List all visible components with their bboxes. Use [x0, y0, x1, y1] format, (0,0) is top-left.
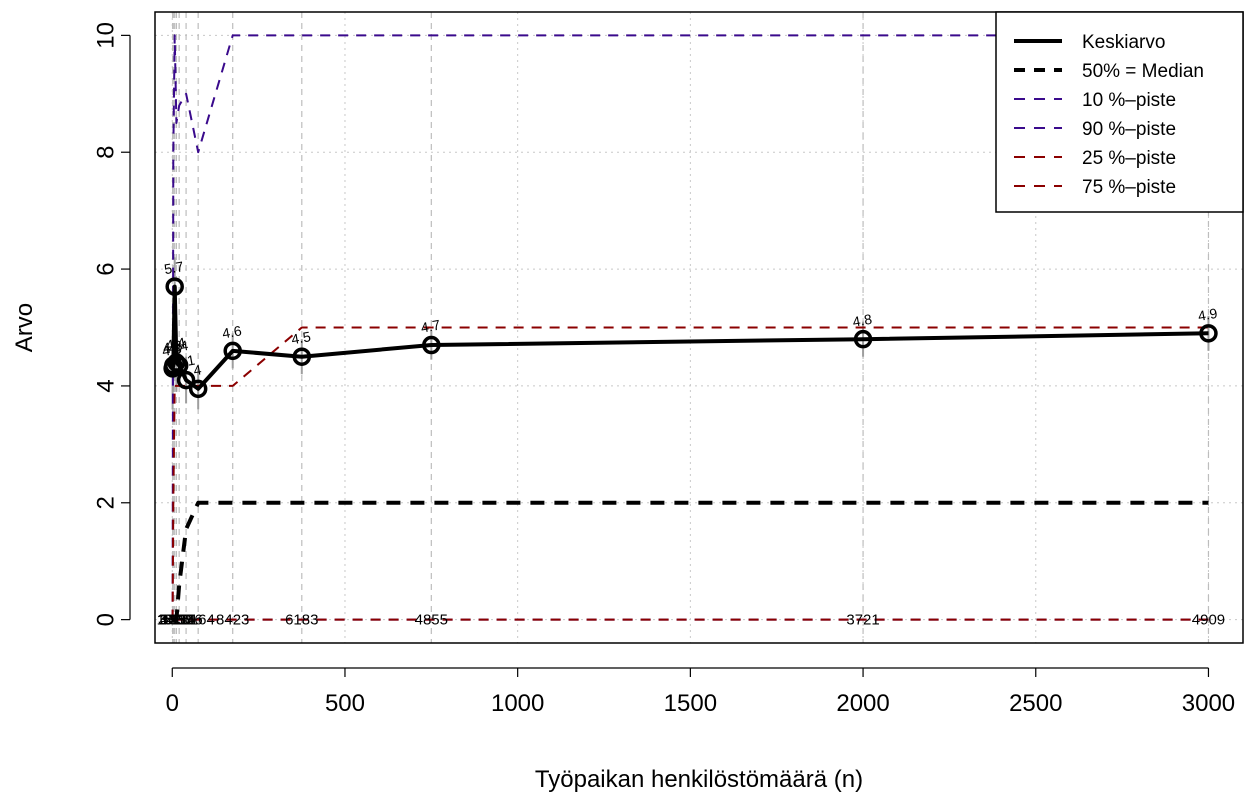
count-label: 3721: [846, 612, 879, 629]
mean-value-label: 4: [192, 361, 203, 378]
mean-value-label: 4.3: [161, 337, 183, 356]
series-line-4: [171, 34, 1209, 620]
legend-entry-3: 10 %–piste: [1082, 90, 1176, 111]
count-label: 3480: [158, 612, 191, 629]
count-label: 6114: [163, 612, 195, 629]
mean-value-label: 4.1: [174, 352, 196, 371]
count-label: 5164: [181, 612, 214, 629]
count-label: 1516: [157, 612, 190, 629]
y-tick-label: 0: [92, 613, 119, 626]
mean-value-label: 4.4: [165, 334, 187, 353]
count-label: 8423: [216, 612, 249, 629]
y-tick-label: 8: [92, 146, 119, 159]
mean-point: [188, 379, 208, 399]
mean-point: [422, 335, 441, 355]
mean-point: [223, 341, 242, 361]
y-tick-label: 6: [92, 262, 119, 275]
mean-point: [292, 347, 312, 366]
data-labels: 4.34.35.74.44.44.144.6 4.54.7 4.8 4.9333151…: [157, 258, 1226, 629]
count-label: 6183: [285, 612, 318, 629]
mean-value-label: 4.8: [851, 311, 873, 330]
y-axis-title: Arvo: [11, 303, 38, 352]
error-bars: [171, 257, 1210, 410]
count-label: 333: [160, 612, 185, 629]
mean-value-label: 4.3: [161, 340, 183, 359]
mean-point: [164, 356, 183, 375]
x-tick-label: 0: [166, 690, 179, 717]
mean-value-label: 5.7: [163, 258, 185, 277]
mean-value-label: 4.5: [290, 328, 312, 347]
mean-value-label: 4.9: [1197, 305, 1219, 324]
count-label: 4855: [415, 612, 448, 629]
legend-entry-1: Keskiarvo: [1082, 32, 1165, 53]
x-tick-label: 3000: [1182, 690, 1235, 717]
legend-box: [995, 11, 1244, 213]
mean-value-label: 4.6: [221, 322, 243, 341]
x-axis-title: Työpaikan henkilöstömäärä (n): [535, 766, 863, 793]
mean-value-label: 4.7: [419, 316, 441, 335]
legend-entry-4: 90 %–piste: [1082, 119, 1176, 140]
count-label: 4909: [1192, 612, 1225, 629]
count-label: 4450: [160, 612, 193, 629]
mean-point: [176, 370, 196, 390]
x-tick-label: 2000: [836, 690, 889, 717]
mean-point: [169, 356, 189, 375]
mean-points: [163, 277, 1218, 399]
count-label: 5556: [169, 612, 202, 629]
plot-frame: [154, 11, 1244, 644]
legend-entry-6: 75 %–piste: [1082, 177, 1176, 198]
x-tick-label: 500: [325, 690, 365, 717]
y-tick-label: 10: [92, 22, 119, 49]
x-tick-label: 2500: [1009, 690, 1062, 717]
mean-point: [1199, 324, 1218, 343]
mean-point: [167, 353, 186, 372]
axes: 0 500 1000 1500 2000 2500 3000 0 2 4 6 8 10: [92, 22, 1235, 717]
y-tick-label: 2: [92, 496, 119, 509]
mean-value-label: 4.4: [167, 337, 189, 356]
series-line-2: [171, 500, 1209, 622]
mean-point: [165, 277, 184, 296]
legend: Keskiarvo 50% = Median 10 %–piste 90 %–pist…: [995, 11, 1244, 213]
y-tick-label: 4: [92, 379, 119, 392]
mean-point: [853, 329, 873, 349]
legend-entry-2: 50% = Median: [1082, 61, 1204, 82]
series-line-6: [171, 326, 1209, 620]
x-tick-label: 1500: [664, 690, 717, 717]
x-tick-label: 1000: [491, 690, 544, 717]
legend-entry-5: 25 %–piste: [1082, 148, 1176, 169]
